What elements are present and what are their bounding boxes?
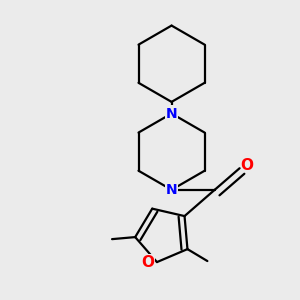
Text: O: O: [240, 158, 254, 173]
Text: O: O: [141, 255, 154, 270]
Text: N: N: [166, 183, 177, 197]
Text: N: N: [166, 106, 177, 121]
